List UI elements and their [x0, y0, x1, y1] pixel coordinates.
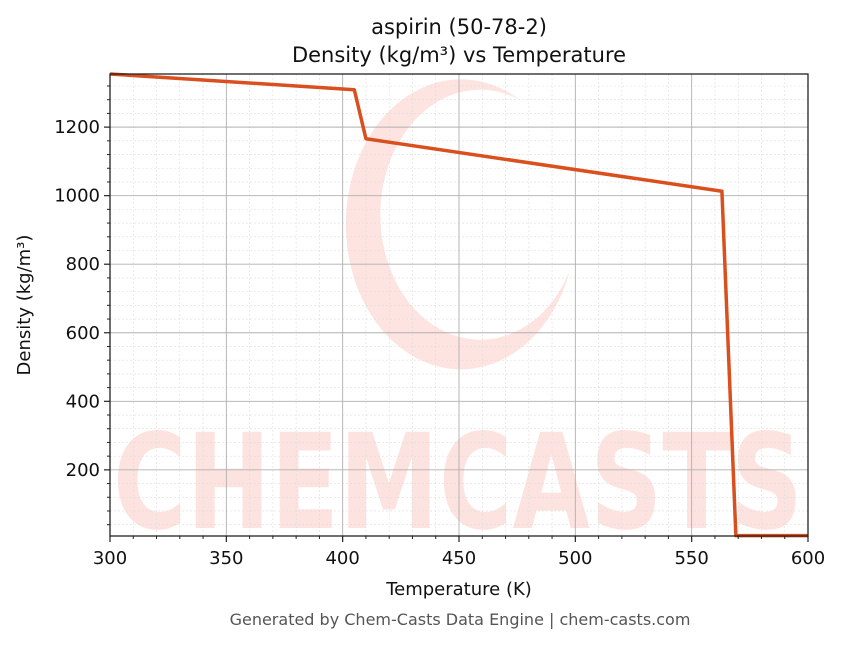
chart-subtitle: Density (kg/m³) vs Temperature [292, 43, 626, 67]
y-tick-label: 200 [66, 460, 100, 481]
x-tick-label: 600 [791, 548, 825, 569]
y-tick-label: 800 [66, 254, 100, 275]
x-axis-label: Temperature (K) [385, 579, 532, 600]
x-tick-label: 400 [325, 548, 359, 569]
chemcasts-watermark: CHEMCASTS [113, 79, 803, 560]
chart-title: aspirin (50-78-2) [371, 15, 547, 39]
watermark-crescent [345, 79, 570, 370]
footer-text: Generated by Chem-Casts Data Engine | ch… [230, 610, 691, 629]
watermark-text: CHEMCASTS [113, 406, 803, 560]
x-tick-label: 350 [209, 548, 243, 569]
y-tick-label: 600 [66, 323, 100, 344]
x-tick-label: 450 [442, 548, 476, 569]
x-tick-label: 550 [674, 548, 708, 569]
y-tick-label: 1000 [54, 186, 100, 207]
x-tick-label: 500 [558, 548, 592, 569]
y-tick-label: 1200 [54, 117, 100, 138]
x-tick-label: 300 [93, 548, 127, 569]
y-tick-label: 400 [66, 391, 100, 412]
y-axis-label: Density (kg/m³) [14, 235, 35, 376]
